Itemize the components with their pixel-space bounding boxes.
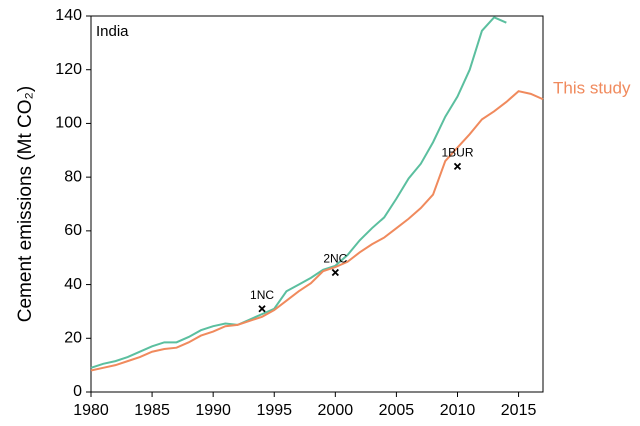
point-label: 1NC xyxy=(250,288,274,302)
plot-frame xyxy=(90,15,544,393)
y-tick-label: 140 xyxy=(55,7,82,24)
x-tick-label: 1990 xyxy=(195,402,231,419)
x-tick-label: 2005 xyxy=(379,402,415,419)
y-tick-label: 100 xyxy=(55,115,82,132)
point-marker xyxy=(258,305,266,313)
x-tick-label: 1995 xyxy=(256,402,292,419)
point-marker xyxy=(331,268,339,277)
y-tick-label: 20 xyxy=(64,330,82,347)
series-line xyxy=(90,90,544,372)
y-axis-label: Cement emissions (Mt CO₂) xyxy=(15,86,36,322)
series-label: This study xyxy=(553,79,631,98)
series-line xyxy=(90,16,507,369)
point-label: 1BUR xyxy=(441,146,473,160)
y-tick-label: 80 xyxy=(64,168,82,185)
y-tick-label: 40 xyxy=(64,276,82,293)
point-label: 2NC xyxy=(323,252,347,266)
x-tick-label: 1980 xyxy=(73,402,109,419)
y-tick-label: 60 xyxy=(64,222,82,239)
annotation: India xyxy=(96,23,129,40)
x-tick-label: 2015 xyxy=(501,402,537,419)
y-tick-label: 0 xyxy=(73,383,82,400)
y-tick-label: 120 xyxy=(55,61,82,78)
x-tick-label: 2000 xyxy=(318,402,354,419)
point-marker xyxy=(453,162,462,171)
x-tick-label: 2010 xyxy=(440,402,476,419)
x-tick-label: 1985 xyxy=(134,402,170,419)
